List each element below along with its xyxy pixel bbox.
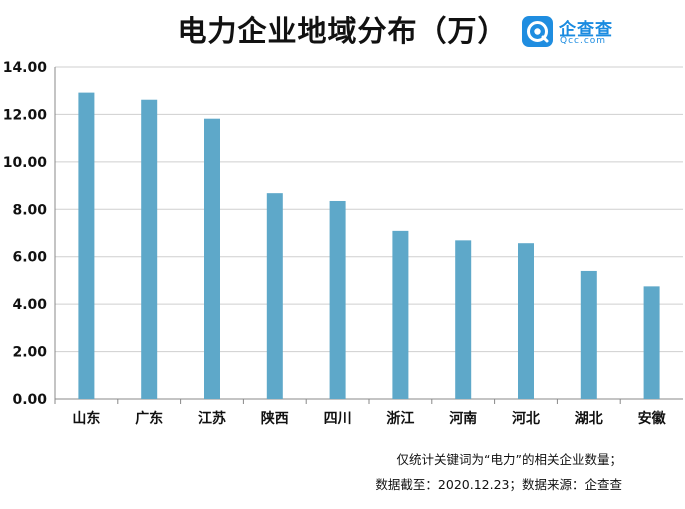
bar-2 [204,118,220,399]
y-tick-label: 8.00 [12,202,47,218]
y-tick-label: 4.00 [12,297,47,313]
footnote-source: 数据截至：2020.12.23；数据来源：企查查 [375,477,622,492]
bar-9 [643,286,660,399]
y-tick-label: 0.00 [12,392,47,408]
x-tick-label: 河南 [449,410,477,427]
x-tick-label: 安徽 [638,410,667,427]
bar-0 [78,92,95,400]
qcc-logo-icon [522,16,553,47]
qcc-logo: 企查查 Qcc.com [522,16,672,50]
footnote-scope: 仅统计关键词为“电力”的相关企业数量； [396,452,622,467]
x-tick-label: 广东 [135,410,163,427]
bar-5 [392,230,409,399]
y-tick-label: 10.00 [3,155,48,171]
bar-8 [580,270,597,399]
bar-7 [518,243,534,399]
bar-1 [141,99,158,400]
logo-domain: Qcc.com [560,36,607,46]
bar-6 [455,240,472,399]
y-tick-label: 2.00 [12,345,47,361]
x-tick-label: 湖北 [575,411,603,427]
x-tick-label: 陕西 [261,410,289,427]
bar-3 [266,193,283,399]
y-tick-label: 6.00 [12,250,47,266]
bar-4 [329,200,346,399]
x-tick-label: 浙江 [386,410,414,427]
x-tick-label: 江苏 [198,410,226,427]
x-tick-label: 河北 [512,410,540,427]
logo-name: 企查查 [559,20,613,40]
y-tick-label: 14.00 [3,60,48,76]
x-tick-label: 四川 [324,411,352,427]
x-tick-label: 山东 [72,410,100,427]
y-tick-label: 12.00 [3,107,48,123]
chart-title: 电力企业地域分布（万） [177,14,508,48]
